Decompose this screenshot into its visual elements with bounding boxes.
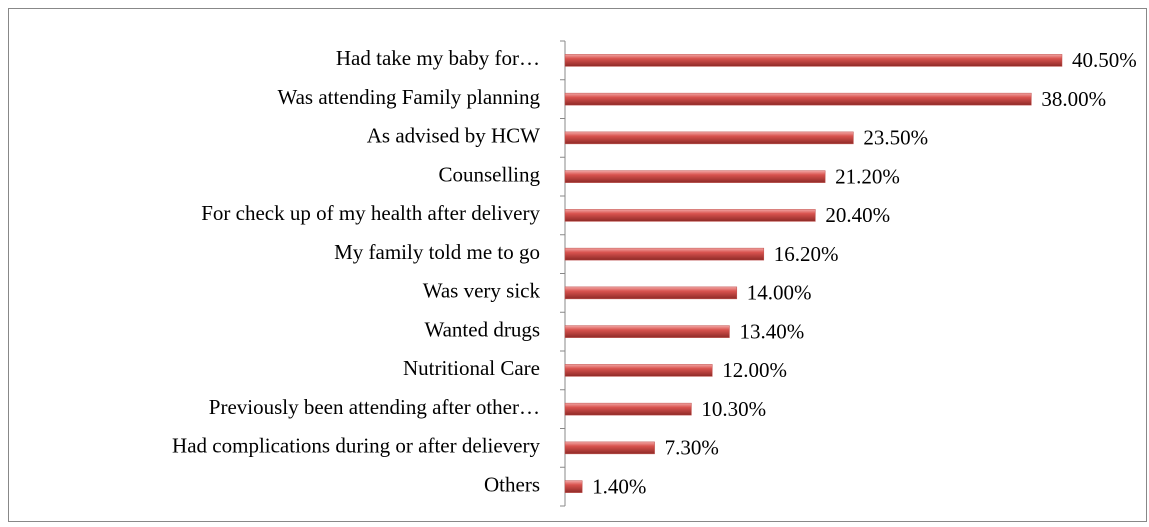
- value-label: 12.00%: [722, 358, 787, 382]
- bar: [564, 209, 816, 222]
- bar: [564, 441, 655, 455]
- value-label: 10.30%: [701, 397, 766, 421]
- bar: [564, 131, 854, 145]
- value-label: 13.40%: [739, 319, 804, 343]
- bar: [564, 54, 1063, 67]
- category-label: Had take my baby for…: [336, 46, 540, 70]
- value-label: 21.20%: [835, 164, 900, 188]
- category-label: For check up of my health after delivery: [201, 201, 540, 225]
- category-label: Others: [484, 472, 540, 496]
- bar: [564, 364, 713, 377]
- bar: [564, 170, 826, 183]
- category-label: Previously been attending after other…: [209, 395, 540, 419]
- value-label: 20.40%: [825, 203, 890, 227]
- bar: [564, 286, 738, 300]
- value-label: 14.00%: [747, 281, 812, 305]
- category-label: Was very sick: [423, 279, 541, 303]
- bar: [564, 480, 583, 493]
- category-label: Nutritional Care: [403, 356, 540, 380]
- bar: [564, 92, 1032, 106]
- category-label: Counselling: [438, 162, 540, 186]
- bar: [564, 247, 765, 261]
- value-label: 16.20%: [774, 242, 839, 266]
- value-label: 7.30%: [665, 436, 719, 460]
- value-label: 23.50%: [863, 126, 928, 150]
- category-label: Had complications during or after deliev…: [172, 434, 540, 458]
- value-label: 38.00%: [1041, 87, 1106, 111]
- category-label: As advised by HCW: [367, 124, 540, 148]
- bar: [564, 325, 730, 338]
- bar: [564, 402, 692, 416]
- value-label: 40.50%: [1072, 48, 1137, 72]
- value-label: 1.40%: [592, 474, 646, 498]
- category-label: My family told me to go: [334, 240, 540, 264]
- category-label: Was attending Family planning: [277, 85, 540, 109]
- category-label: Wanted drugs: [424, 317, 540, 341]
